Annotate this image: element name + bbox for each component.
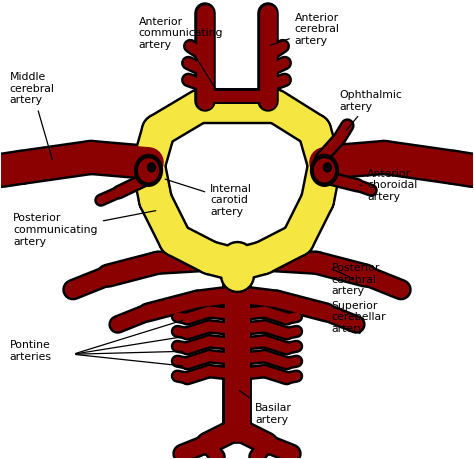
Ellipse shape <box>138 159 158 182</box>
Text: Middle
cerebral
artery: Middle cerebral artery <box>9 72 54 160</box>
Text: Basilar
artery: Basilar artery <box>239 391 292 425</box>
Text: Anterior
cerebral
artery: Anterior cerebral artery <box>271 12 339 46</box>
Text: Ophthalmic
artery: Ophthalmic artery <box>339 90 402 130</box>
Text: Anterior
choroidal
artery: Anterior choroidal artery <box>360 168 418 202</box>
Ellipse shape <box>310 155 338 186</box>
Text: Posterior
communicating
artery: Posterior communicating artery <box>13 211 156 246</box>
Text: Internal
carotid
artery: Internal carotid artery <box>165 179 252 217</box>
Text: Posterior
cerebral
artery: Posterior cerebral artery <box>331 263 380 297</box>
Text: Superior
cerebellar
artery: Superior cerebellar artery <box>331 301 386 334</box>
Ellipse shape <box>323 163 331 172</box>
Text: Pontine
arteries: Pontine arteries <box>9 341 51 362</box>
Ellipse shape <box>147 163 155 172</box>
Ellipse shape <box>135 155 163 186</box>
Ellipse shape <box>315 159 334 182</box>
Text: Anterior
communicating
artery: Anterior communicating artery <box>138 17 223 90</box>
